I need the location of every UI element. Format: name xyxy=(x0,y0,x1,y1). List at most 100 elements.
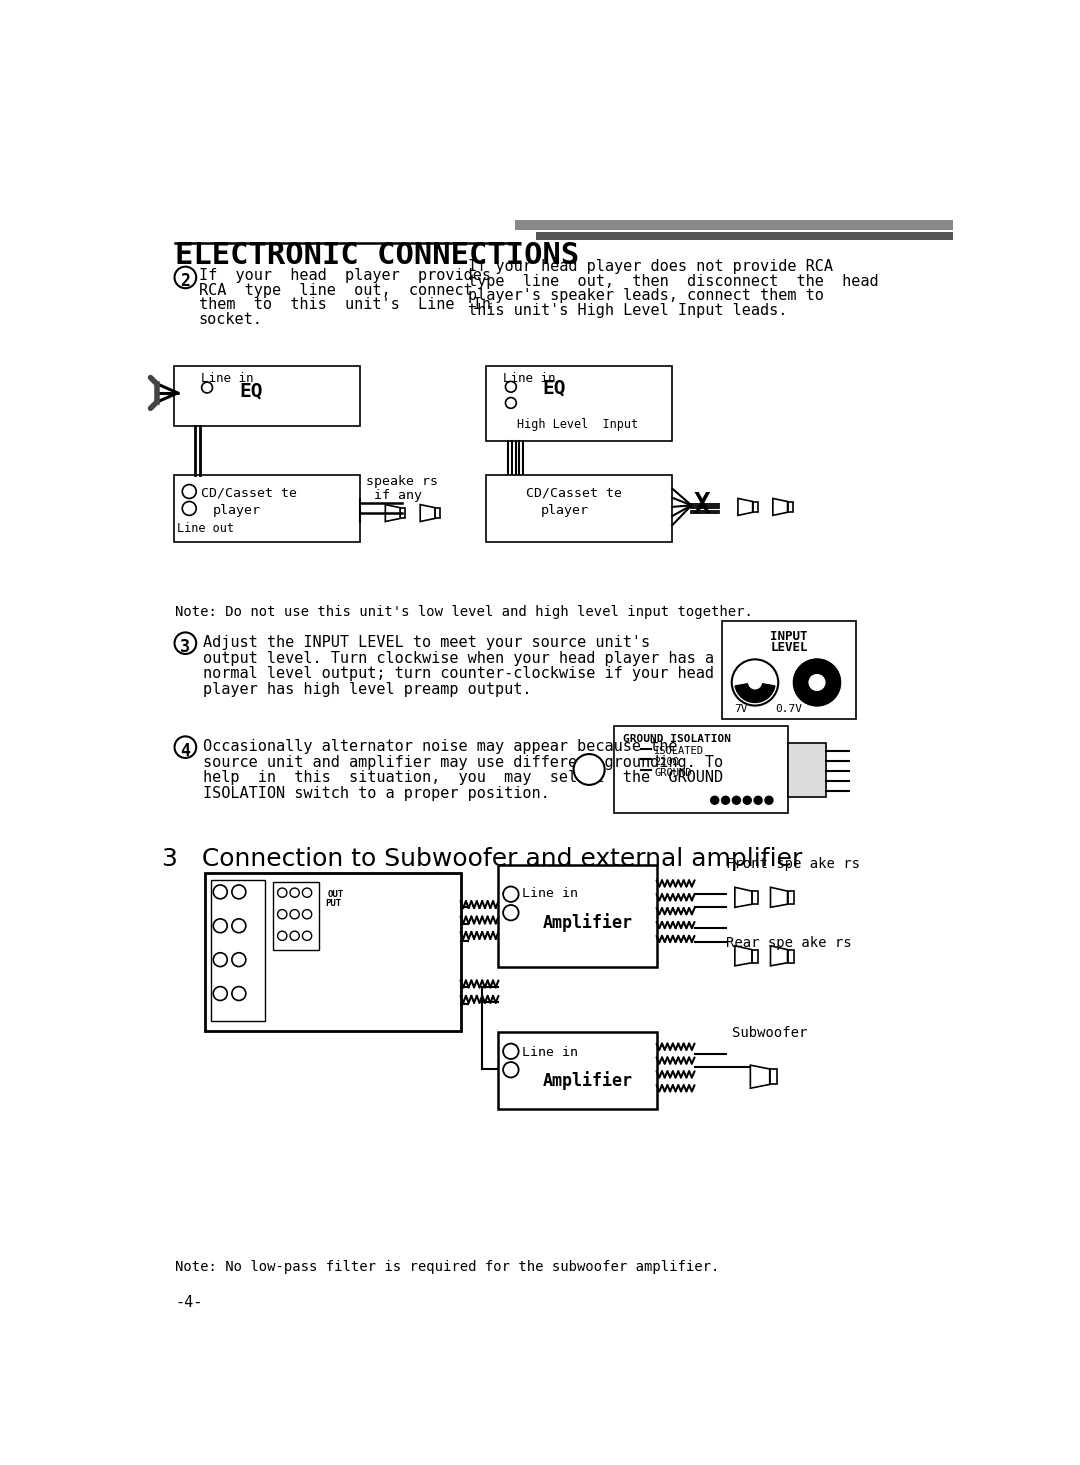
Text: EQ: EQ xyxy=(542,379,565,398)
Circle shape xyxy=(291,932,299,941)
Text: OUT: OUT xyxy=(327,889,343,898)
Text: Line in: Line in xyxy=(523,1046,579,1059)
Text: Line in: Line in xyxy=(503,372,555,385)
Text: High Level  Input: High Level Input xyxy=(517,419,638,431)
Polygon shape xyxy=(734,946,752,965)
Text: Subwoofer: Subwoofer xyxy=(732,1026,807,1040)
Text: Amplifier: Amplifier xyxy=(542,913,633,932)
Text: 220Ω: 220Ω xyxy=(654,757,679,768)
Circle shape xyxy=(505,397,516,409)
Text: Amplifier: Amplifier xyxy=(542,1071,633,1090)
Text: CD/Casset te: CD/Casset te xyxy=(201,486,297,500)
Circle shape xyxy=(213,885,227,900)
Circle shape xyxy=(302,910,312,919)
Circle shape xyxy=(748,677,761,689)
Bar xyxy=(486,475,672,542)
Text: player has high level preamp output.: player has high level preamp output. xyxy=(203,681,531,697)
Bar xyxy=(486,366,672,441)
Circle shape xyxy=(232,919,246,933)
Circle shape xyxy=(202,382,213,393)
Text: Rear spe ake rs: Rear spe ake rs xyxy=(726,936,851,949)
Bar xyxy=(400,508,405,519)
Circle shape xyxy=(213,986,227,1001)
Polygon shape xyxy=(773,498,787,516)
Bar xyxy=(174,366,360,426)
Polygon shape xyxy=(751,1065,770,1088)
Polygon shape xyxy=(386,504,400,522)
Text: If  your  head  player  provides: If your head player provides xyxy=(199,268,490,283)
Text: player's speaker leads, connect them to: player's speaker leads, connect them to xyxy=(469,289,824,303)
Bar xyxy=(787,501,793,513)
Circle shape xyxy=(503,1062,518,1077)
Text: Line in: Line in xyxy=(201,372,254,385)
Bar xyxy=(613,727,788,813)
Text: Line out: Line out xyxy=(177,523,234,535)
Text: INPUT: INPUT xyxy=(770,630,808,643)
Circle shape xyxy=(232,952,246,967)
Text: 3: 3 xyxy=(180,639,190,656)
Circle shape xyxy=(291,910,299,919)
Text: them  to  this  unit's  Line  In: them to this unit's Line In xyxy=(199,297,490,312)
Polygon shape xyxy=(770,888,787,907)
Bar xyxy=(788,743,825,797)
Circle shape xyxy=(721,797,729,804)
Text: 3   Connection to Subwoofer and external amplifier: 3 Connection to Subwoofer and external a… xyxy=(162,847,802,872)
Bar xyxy=(753,501,758,513)
Circle shape xyxy=(278,888,287,897)
Text: Note: Do not use this unit's low level and high level input together.: Note: Do not use this unit's low level a… xyxy=(175,605,753,620)
Wedge shape xyxy=(794,659,840,706)
Bar xyxy=(498,1031,657,1109)
Circle shape xyxy=(302,932,312,941)
Bar xyxy=(723,621,855,719)
Circle shape xyxy=(809,675,825,690)
Bar xyxy=(752,949,758,963)
Text: player: player xyxy=(540,504,589,517)
Bar xyxy=(205,873,460,1030)
Text: output level. Turn clockwise when your head player has a: output level. Turn clockwise when your h… xyxy=(203,650,714,667)
Circle shape xyxy=(175,633,197,653)
Text: CD/Casset te: CD/Casset te xyxy=(526,486,622,500)
Bar xyxy=(435,508,441,519)
Text: speake rs: speake rs xyxy=(366,475,438,488)
Text: -4-: -4- xyxy=(175,1295,203,1310)
Polygon shape xyxy=(770,946,787,965)
Circle shape xyxy=(278,932,287,941)
Circle shape xyxy=(573,754,605,785)
Circle shape xyxy=(232,885,246,900)
Wedge shape xyxy=(735,683,774,703)
Circle shape xyxy=(183,501,197,516)
Circle shape xyxy=(711,797,718,804)
Bar xyxy=(273,882,320,949)
Text: EQ: EQ xyxy=(240,381,264,400)
Text: normal level output; turn counter-clockwise if your head: normal level output; turn counter-clockw… xyxy=(203,667,714,681)
Text: Note: No low-pass filter is required for the subwoofer amplifier.: Note: No low-pass filter is required for… xyxy=(175,1260,719,1275)
Text: ELECTRONIC CONNECTIONS: ELECTRONIC CONNECTIONS xyxy=(175,242,580,270)
Circle shape xyxy=(175,267,197,289)
Text: PUT: PUT xyxy=(325,900,341,908)
Text: 4: 4 xyxy=(180,741,190,760)
Text: Line in: Line in xyxy=(523,886,579,900)
Polygon shape xyxy=(515,220,953,230)
Text: 7V: 7V xyxy=(734,705,747,713)
Text: Front spe ake rs: Front spe ake rs xyxy=(726,857,860,872)
Circle shape xyxy=(754,797,762,804)
Text: GROUND ISOLATION: GROUND ISOLATION xyxy=(623,734,731,744)
Circle shape xyxy=(732,797,740,804)
Text: GROUND: GROUND xyxy=(654,768,692,778)
Text: ISOLATED: ISOLATED xyxy=(654,746,704,756)
Circle shape xyxy=(765,797,773,804)
Text: RCA  type  line  out,  connect: RCA type line out, connect xyxy=(199,283,472,297)
Circle shape xyxy=(183,485,197,498)
Circle shape xyxy=(505,381,516,393)
Text: 0.7V: 0.7V xyxy=(775,705,802,713)
Text: X: X xyxy=(693,491,711,520)
Circle shape xyxy=(302,888,312,897)
Text: Adjust the INPUT LEVEL to meet your source unit's: Adjust the INPUT LEVEL to meet your sour… xyxy=(203,636,650,650)
Text: socket.: socket. xyxy=(199,312,262,327)
Bar xyxy=(211,880,266,1021)
Circle shape xyxy=(278,910,287,919)
Circle shape xyxy=(732,659,779,706)
Polygon shape xyxy=(420,504,435,522)
Text: Occasionally alternator noise may appear because the: Occasionally alternator noise may appear… xyxy=(203,740,678,754)
Circle shape xyxy=(291,888,299,897)
